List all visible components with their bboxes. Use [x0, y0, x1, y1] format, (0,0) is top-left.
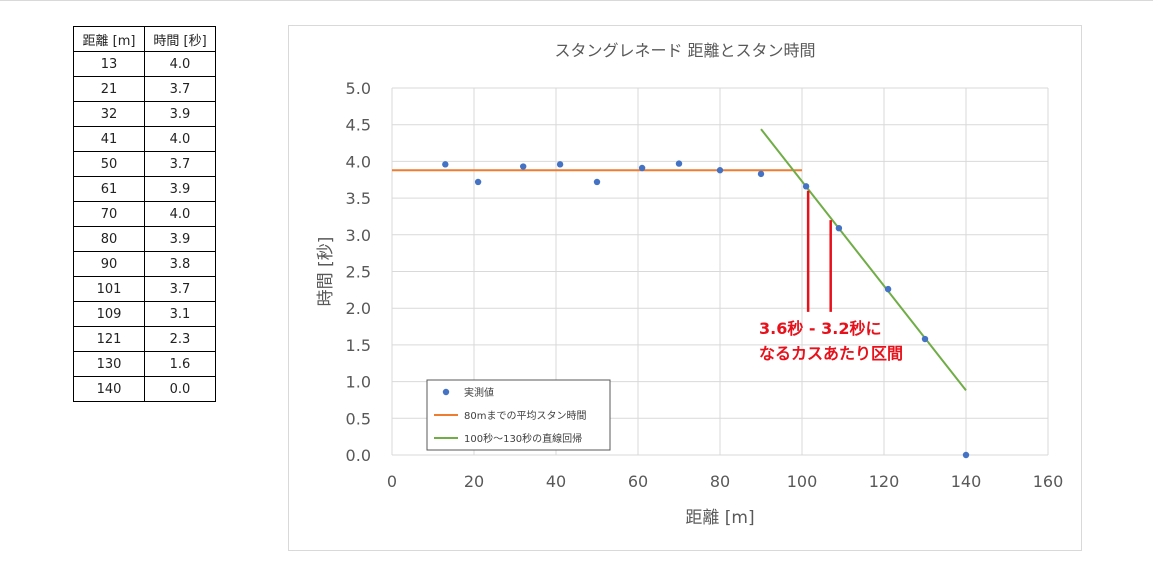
- data-point: [921, 335, 929, 343]
- cell-time[interactable]: 3.1: [144, 301, 216, 327]
- cell-time[interactable]: 2.3: [144, 326, 216, 352]
- data-point: [442, 161, 449, 168]
- data-point: [962, 451, 970, 459]
- legend-label: 80mまでの平均スタン時間: [464, 410, 586, 422]
- legend-label: 100秒～130秒の直線回帰: [464, 432, 582, 445]
- cell-distance[interactable]: 32: [73, 101, 145, 127]
- legend-label: 実測値: [464, 386, 494, 399]
- y-tick-label: 2.5: [346, 263, 371, 282]
- cell-time[interactable]: 0.0: [144, 376, 216, 402]
- table-row: 140 0.0: [73, 376, 216, 402]
- y-axis-title: 時間 [秒]: [316, 237, 336, 307]
- table-row: 130 1.6: [73, 351, 216, 377]
- y-tick-label: 4.0: [346, 152, 371, 171]
- data-point: [884, 285, 892, 293]
- cell-time[interactable]: 4.0: [144, 201, 216, 227]
- x-tick-label: 120: [869, 472, 900, 491]
- x-axis-title: 距離 [m]: [685, 508, 754, 528]
- sheet-top-border: [0, 0, 1153, 1]
- header-time: 時間 [秒]: [144, 26, 216, 52]
- cell-distance[interactable]: 121: [73, 326, 145, 352]
- y-tick-label: 2.0: [346, 299, 371, 318]
- header-distance: 距離 [m]: [73, 26, 145, 52]
- y-tick-label: 5.0: [346, 79, 371, 98]
- table-row: 90 3.8: [73, 251, 216, 277]
- data-point: [835, 224, 843, 232]
- cell-time[interactable]: 3.7: [144, 151, 216, 177]
- cell-distance[interactable]: 41: [73, 126, 145, 152]
- data-point: [802, 183, 810, 190]
- x-tick-label: 20: [464, 472, 484, 491]
- x-tick-label: 0: [387, 472, 397, 491]
- table-row: 70 4.0: [73, 201, 216, 227]
- cell-time[interactable]: 3.9: [144, 226, 216, 252]
- cell-distance[interactable]: 90: [73, 251, 145, 277]
- scatter-chart: スタングレネード 距離とスタン時間 0.0 0.5 1.0 1.5 2.0 2.5 3.0 3.…: [316, 41, 1064, 528]
- series-line-2: [760, 128, 967, 392]
- cell-time[interactable]: 3.9: [144, 176, 216, 202]
- table-row: 13 4.0: [73, 51, 216, 77]
- cell-time[interactable]: 3.7: [144, 276, 216, 302]
- data-point: [593, 178, 601, 186]
- cell-time[interactable]: 4.0: [144, 126, 216, 152]
- chart-title: スタングレネード 距離とスタン時間: [554, 41, 815, 60]
- legend-marker: [442, 388, 450, 396]
- table-row: 80 3.9: [73, 226, 216, 252]
- x-tick-label: 100: [787, 472, 818, 491]
- cell-distance[interactable]: 80: [73, 226, 145, 252]
- cell-distance[interactable]: 50: [73, 151, 145, 177]
- x-tick-label: 80: [710, 472, 730, 491]
- cell-time[interactable]: 1.6: [144, 351, 216, 377]
- y-tick-label: 3.5: [346, 189, 371, 208]
- cell-distance[interactable]: 101: [73, 276, 145, 302]
- cell-distance[interactable]: 13: [73, 51, 145, 77]
- data-point: [716, 167, 724, 174]
- annotation-text-line1: 3.6秒 - 3.2秒に: [759, 319, 881, 338]
- annotation-text-line2: なるカスあたり区間: [759, 344, 903, 363]
- cell-time[interactable]: 3.7: [144, 76, 216, 102]
- cell-distance[interactable]: 21: [73, 76, 145, 102]
- cell-distance[interactable]: 140: [73, 376, 145, 402]
- cell-distance[interactable]: 70: [73, 201, 145, 227]
- y-tick-label: 4.5: [346, 116, 371, 135]
- table-row: 32 3.9: [73, 101, 216, 127]
- x-tick-label: 40: [546, 472, 566, 491]
- x-tick-label: 140: [951, 472, 982, 491]
- y-tick-label: 0.0: [346, 446, 371, 465]
- x-tick-label: 60: [628, 472, 648, 491]
- table-row: 101 3.7: [73, 276, 216, 302]
- data-point: [675, 160, 683, 167]
- cell-time[interactable]: 3.8: [144, 251, 216, 277]
- cell-distance[interactable]: 109: [73, 301, 145, 327]
- cell-distance[interactable]: 61: [73, 176, 145, 202]
- table-row: 121 2.3: [73, 326, 216, 352]
- table-header-row: 距離 [m] 時間 [秒]: [73, 26, 216, 52]
- cell-time[interactable]: 3.9: [144, 101, 216, 127]
- y-tick-label: 1.5: [346, 336, 371, 355]
- table-row: 41 4.0: [73, 126, 216, 152]
- data-point: [556, 161, 564, 168]
- y-tick-label: 1.0: [346, 373, 371, 392]
- chart-area[interactable]: スタングレネード 距離とスタン時間 0.0 0.5 1.0 1.5 2.0 2.5 3.0 3.…: [288, 25, 1082, 551]
- y-tick-label: 0.5: [346, 409, 371, 428]
- cell-time[interactable]: 4.0: [144, 51, 216, 77]
- data-table: 距離 [m] 時間 [秒] 13 4.0 21 3.7 32 3.9 41 4.0 50 3.7 6…: [73, 26, 216, 402]
- x-tick-label: 160: [1033, 472, 1064, 491]
- data-point: [757, 170, 765, 178]
- data-point: [638, 164, 646, 172]
- table-row: 109 3.1: [73, 301, 216, 327]
- table-row: 21 3.7: [73, 76, 216, 102]
- cell-distance[interactable]: 130: [73, 351, 145, 377]
- data-point: [474, 178, 482, 186]
- table-row: 50 3.7: [73, 151, 216, 177]
- y-tick-label: 3.0: [346, 226, 371, 245]
- table-row: 61 3.9: [73, 176, 216, 202]
- data-point: [520, 163, 527, 170]
